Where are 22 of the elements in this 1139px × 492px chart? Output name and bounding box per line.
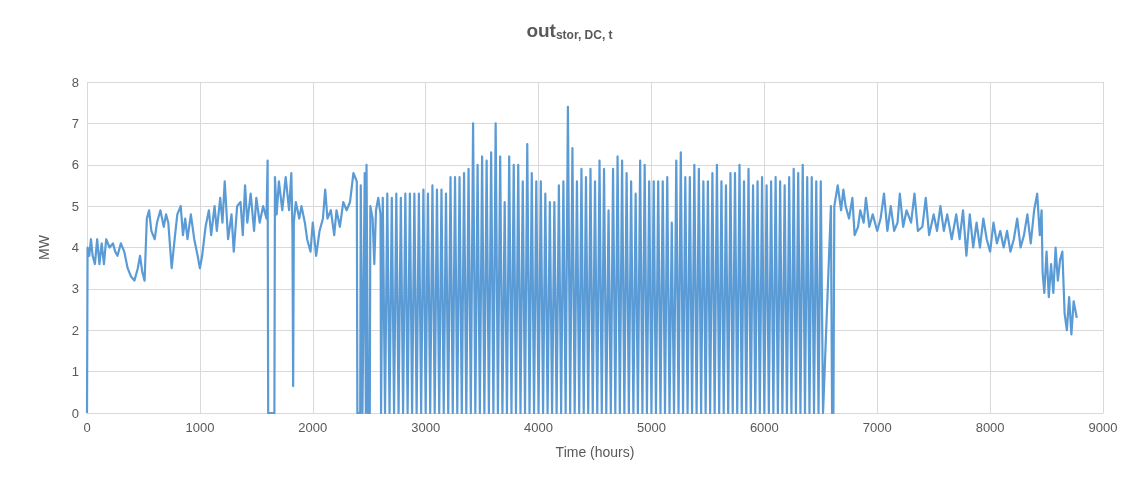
x-tick-label: 3000 xyxy=(411,420,441,435)
y-tick-label: 1 xyxy=(71,364,79,380)
x-tick-label: 4000 xyxy=(524,420,554,435)
x-tick-label: 5000 xyxy=(636,420,666,435)
x-tick-label: 0 xyxy=(83,420,91,435)
y-tick-label: 3 xyxy=(71,281,79,297)
x-tick-label: 2000 xyxy=(298,420,328,435)
x-tick-label: 8000 xyxy=(975,420,1005,435)
y-tick-label: 2 xyxy=(71,322,79,338)
y-tick-label: 0 xyxy=(71,405,79,421)
x-tick-label: 6000 xyxy=(749,420,779,435)
y-tick-label: 4 xyxy=(71,240,79,255)
y-axis-title: MW xyxy=(36,234,52,260)
x-tick-label: 7000 xyxy=(862,420,892,435)
y-tick-label: 8 xyxy=(71,74,79,90)
y-tick-label: 5 xyxy=(71,198,79,214)
line-series xyxy=(85,105,1078,415)
x-tick-label: 9000 xyxy=(1088,420,1118,435)
x-tick-label: 1000 xyxy=(185,420,215,435)
x-axis-title: Time (hours) xyxy=(555,444,635,460)
y-tick-label: 6 xyxy=(71,157,79,173)
y-tick-label: 7 xyxy=(71,115,79,131)
